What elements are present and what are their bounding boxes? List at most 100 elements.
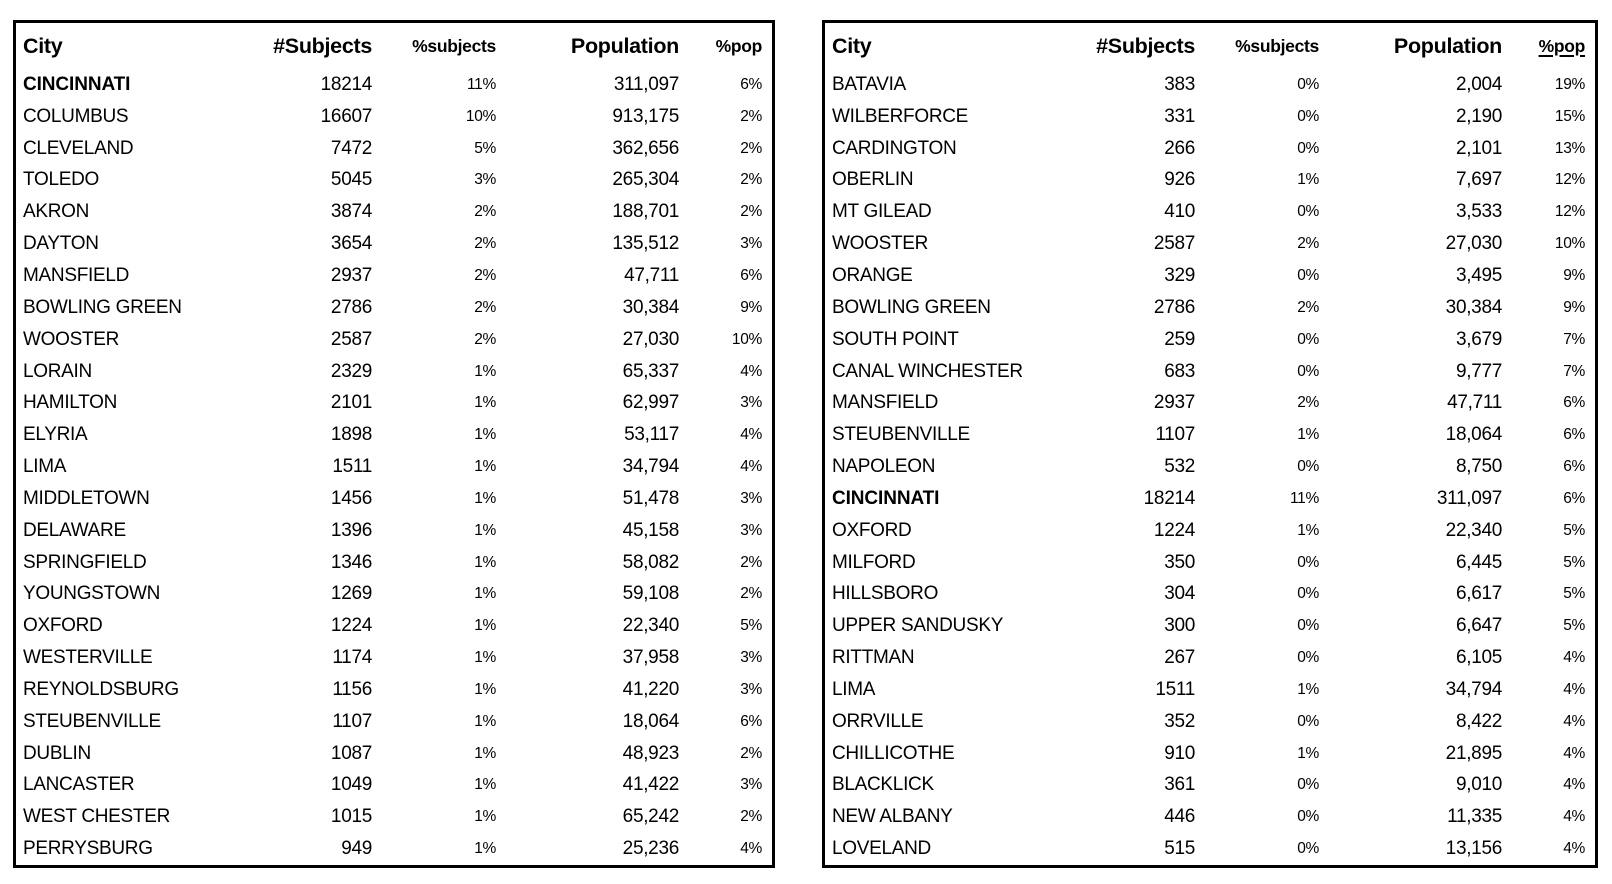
- cell-pct-pop: 4%: [1563, 808, 1585, 826]
- table-row: PERRYSBURG 949 1% 25,236 4%: [16, 833, 772, 865]
- cell-city: LORAIN: [23, 360, 92, 382]
- cell-pct-subjects: 2%: [474, 235, 496, 253]
- cell-city: CHILLICOTHE: [832, 742, 955, 764]
- cell-population: 3,495: [1455, 264, 1502, 286]
- table-row: CHILLICOTHE 910 1% 21,895 4%: [825, 738, 1595, 770]
- header-pct-subjects: %subjects: [1235, 35, 1319, 56]
- cell-city: MT GILEAD: [832, 201, 932, 223]
- table-row: BATAVIA 383 0% 2,004 19%: [825, 69, 1595, 101]
- cell-subjects: 1898: [330, 424, 372, 446]
- cell-population: 65,337: [622, 360, 680, 382]
- cell-subjects: 300: [1164, 615, 1195, 637]
- cell-pct-pop: 4%: [740, 426, 762, 444]
- cell-population: 13,156: [1445, 838, 1503, 860]
- cell-population: 8,422: [1455, 710, 1502, 732]
- cell-city: YOUNGSTOWN: [23, 583, 161, 605]
- cell-population: 58,082: [622, 551, 680, 573]
- cell-pct-pop: 4%: [740, 362, 762, 380]
- cell-population: 3,679: [1455, 328, 1502, 350]
- cell-pct-pop: 4%: [1563, 649, 1585, 667]
- table-row: WESTERVILLE 1174 1% 37,958 3%: [16, 642, 772, 674]
- cell-pct-subjects: 0%: [1297, 266, 1319, 284]
- cell-pct-pop: 2%: [740, 808, 762, 826]
- cell-pct-subjects: 1%: [1297, 680, 1319, 698]
- cell-pct-subjects: 1%: [1297, 426, 1319, 444]
- table-row: LIMA 1511 1% 34,794 4%: [16, 451, 772, 483]
- cell-population: 311,097: [613, 73, 679, 95]
- cell-pct-subjects: 1%: [474, 744, 496, 762]
- cell-population: 6,105: [1455, 647, 1502, 669]
- cell-subjects: 1456: [330, 487, 372, 509]
- cell-pct-pop: 3%: [740, 680, 762, 698]
- cell-city: CINCINNATI: [832, 487, 940, 509]
- cell-pct-pop: 2%: [740, 171, 762, 189]
- cell-pct-subjects: 11%: [467, 75, 496, 93]
- cell-pct-pop: 12%: [1554, 203, 1585, 221]
- cell-subjects: 910: [1164, 742, 1195, 764]
- cell-city: DUBLIN: [23, 742, 91, 764]
- cell-city: WESTERVILLE: [23, 647, 153, 669]
- cell-pct-pop: 4%: [740, 840, 762, 858]
- cell-subjects: 2786: [330, 296, 372, 318]
- table-row: DAYTON 3654 2% 135,512 3%: [16, 228, 772, 260]
- cell-subjects: 329: [1164, 264, 1195, 286]
- table-row: BOWLING GREEN 2786 2% 30,384 9%: [16, 292, 772, 324]
- cell-population: 65,242: [622, 806, 680, 828]
- cell-subjects: 1107: [332, 710, 372, 732]
- cell-pct-subjects: 0%: [1297, 330, 1319, 348]
- cell-pct-pop: 4%: [1563, 744, 1585, 762]
- cell-subjects: 5045: [330, 169, 372, 191]
- table-row: HILLSBORO 304 0% 6,617 5%: [825, 579, 1595, 611]
- cell-population: 9,010: [1455, 774, 1502, 796]
- cell-subjects: 1156: [332, 678, 372, 700]
- cell-population: 53,117: [624, 424, 679, 446]
- cell-population: 6,445: [1455, 551, 1502, 573]
- cell-population: 59,108: [622, 583, 680, 605]
- cell-subjects: 7472: [330, 137, 372, 159]
- cell-population: 18,064: [1445, 424, 1503, 446]
- table-row: YOUNGSTOWN 1269 1% 59,108 2%: [16, 579, 772, 611]
- cell-subjects: 361: [1164, 774, 1195, 796]
- cell-population: 135,512: [612, 233, 679, 255]
- cell-population: 188,701: [612, 201, 679, 223]
- cell-city: WILBERFORCE: [832, 105, 969, 127]
- cell-population: 2,004: [1455, 73, 1502, 95]
- table-row: SPRINGFIELD 1346 1% 58,082 2%: [16, 547, 772, 579]
- cell-pct-subjects: 1%: [474, 585, 496, 603]
- cell-city: NEW ALBANY: [832, 806, 953, 828]
- table-row: BLACKLICK 361 0% 9,010 4%: [825, 770, 1595, 802]
- table-row: MILFORD 350 0% 6,445 5%: [825, 547, 1595, 579]
- cell-city: BOWLING GREEN: [23, 296, 182, 318]
- table-row: STEUBENVILLE 1107 1% 18,064 6%: [16, 706, 772, 738]
- cell-subjects: 3654: [330, 233, 372, 255]
- cell-pct-subjects: 0%: [1297, 458, 1319, 476]
- cell-city: TOLEDO: [23, 169, 99, 191]
- table-row: SOUTH POINT 259 0% 3,679 7%: [825, 324, 1595, 356]
- cell-pct-pop: 7%: [1563, 362, 1585, 380]
- cell-pct-subjects: 1%: [474, 617, 496, 635]
- cell-city: ORRVILLE: [832, 710, 924, 732]
- table-row: ORRVILLE 352 0% 8,422 4%: [825, 706, 1595, 738]
- cell-city: COLUMBUS: [23, 105, 129, 127]
- cell-subjects: 1396: [330, 519, 372, 541]
- table-row: CANAL WINCHESTER 683 0% 9,777 7%: [825, 356, 1595, 388]
- table-row: COLUMBUS 16607 10% 913,175 2%: [16, 101, 772, 133]
- cell-subjects: 532: [1164, 456, 1195, 478]
- cell-subjects: 2937: [1153, 392, 1195, 414]
- cell-subjects: 331: [1164, 105, 1195, 127]
- cell-population: 34,794: [1445, 678, 1503, 700]
- cell-pct-pop: 5%: [740, 617, 762, 635]
- cell-subjects: 683: [1164, 360, 1195, 382]
- cell-pct-pop: 6%: [1563, 394, 1585, 412]
- cell-city: LOVELAND: [832, 838, 931, 860]
- cell-pct-subjects: 1%: [474, 553, 496, 571]
- table-row: MT GILEAD 410 0% 3,533 12%: [825, 196, 1595, 228]
- table-row: TOLEDO 5045 3% 265,304 2%: [16, 165, 772, 197]
- cell-pct-subjects: 1%: [474, 521, 496, 539]
- cell-population: 47,711: [624, 264, 679, 286]
- cell-city: LIMA: [23, 456, 67, 478]
- cell-pct-subjects: 0%: [1297, 585, 1319, 603]
- table-row: LOVELAND 515 0% 13,156 4%: [825, 833, 1595, 865]
- table-row: CARDINGTON 266 0% 2,101 13%: [825, 133, 1595, 165]
- cell-subjects: 1174: [332, 647, 372, 669]
